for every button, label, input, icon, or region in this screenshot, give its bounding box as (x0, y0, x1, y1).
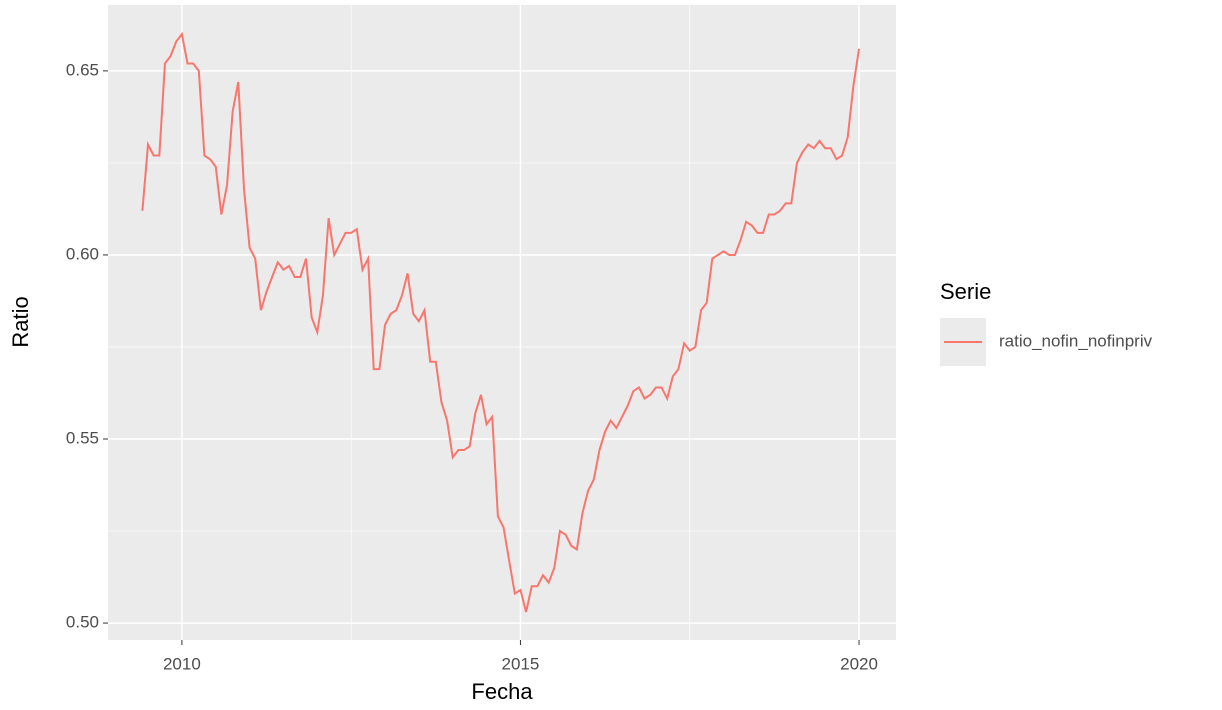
x-tick-label: 2020 (840, 654, 878, 673)
y-axis-title: Ratio (8, 296, 33, 347)
y-tick-label: 0.55 (66, 428, 99, 447)
legend-title: Serie (940, 279, 991, 304)
x-tick-label: 2015 (502, 654, 540, 673)
plot-panel (108, 5, 896, 640)
x-axis-title: Fecha (471, 679, 533, 704)
y-tick-label: 0.65 (66, 60, 99, 79)
y-tick-label: 0.60 (66, 244, 99, 263)
x-tick-label: 2010 (163, 654, 201, 673)
y-tick-label: 0.50 (66, 613, 99, 632)
data-line (141, 31, 861, 613)
legend-label: ratio_nofin_nofinpriv (999, 331, 1153, 350)
